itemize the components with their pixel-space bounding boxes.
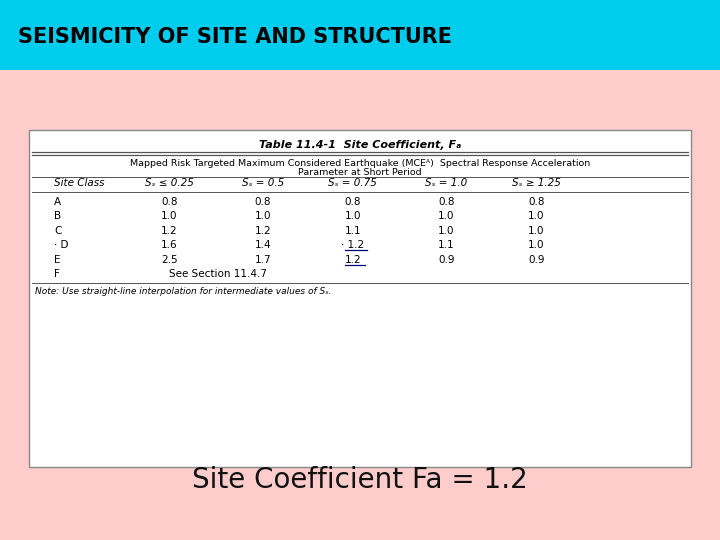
Text: C: C (54, 226, 61, 235)
Text: 0.8: 0.8 (161, 197, 177, 207)
Text: 1.0: 1.0 (161, 211, 177, 221)
Text: 1.0: 1.0 (528, 211, 544, 221)
Text: 0.8: 0.8 (528, 197, 544, 207)
Text: 1.0: 1.0 (255, 211, 271, 221)
Text: Sₛ = 1.0: Sₛ = 1.0 (426, 178, 467, 187)
Text: Sₛ ≤ 0.25: Sₛ ≤ 0.25 (145, 178, 194, 187)
Text: 1.6: 1.6 (161, 240, 178, 250)
Bar (29, 130, 691, 467)
Text: See Section 11.4.7: See Section 11.4.7 (169, 269, 267, 279)
Text: 0.8: 0.8 (438, 197, 454, 207)
Text: 1.2: 1.2 (254, 226, 271, 235)
Text: Site Class: Site Class (54, 178, 104, 187)
Text: 1.0: 1.0 (528, 240, 544, 250)
Bar (0, 0, 720, 70)
Text: 0.8: 0.8 (345, 197, 361, 207)
Text: B: B (54, 211, 61, 221)
Text: 1.7: 1.7 (254, 254, 271, 265)
Text: 1.0: 1.0 (345, 211, 361, 221)
Text: 1.0: 1.0 (438, 211, 454, 221)
Text: Sₛ = 0.75: Sₛ = 0.75 (328, 178, 377, 187)
Text: Site Coefficient Fa = 1.2: Site Coefficient Fa = 1.2 (192, 466, 528, 494)
Text: 1.2: 1.2 (344, 254, 361, 265)
Text: Sₛ = 0.5: Sₛ = 0.5 (242, 178, 284, 187)
Text: 1.0: 1.0 (528, 226, 544, 235)
Text: Table 11.4-1  Site Coefficient, Fₐ: Table 11.4-1 Site Coefficient, Fₐ (259, 140, 461, 150)
Text: 0.9: 0.9 (438, 254, 454, 265)
Text: ⋅ 1.2: ⋅ 1.2 (341, 240, 364, 250)
Text: 1.1: 1.1 (344, 226, 361, 235)
Text: 1.2: 1.2 (161, 226, 178, 235)
Text: Sₛ ≥ 1.25: Sₛ ≥ 1.25 (512, 178, 561, 187)
Text: Mapped Risk Targeted Maximum Considered Earthquake (MCEᴬ)  Spectral Response Acc: Mapped Risk Targeted Maximum Considered … (130, 159, 590, 167)
Text: Note: Use straight-line interpolation for intermediate values of Sₛ.: Note: Use straight-line interpolation fo… (35, 287, 331, 295)
Text: Parameter at Short Period: Parameter at Short Period (298, 167, 422, 177)
Text: 1.0: 1.0 (438, 226, 454, 235)
Text: SEISMICITY OF SITE AND STRUCTURE: SEISMICITY OF SITE AND STRUCTURE (18, 26, 452, 46)
Text: 2.5: 2.5 (161, 254, 178, 265)
Text: 1.1: 1.1 (438, 240, 455, 250)
Text: E: E (54, 254, 60, 265)
Text: 0.9: 0.9 (528, 254, 544, 265)
Text: A: A (54, 197, 61, 207)
Text: F: F (54, 269, 60, 279)
Text: 0.8: 0.8 (255, 197, 271, 207)
Text: ⋅ D: ⋅ D (54, 240, 68, 250)
Text: 1.4: 1.4 (254, 240, 271, 250)
Text: SEISMICITY OF SITE AND STRUCTURE: SEISMICITY OF SITE AND STRUCTURE (18, 26, 452, 46)
